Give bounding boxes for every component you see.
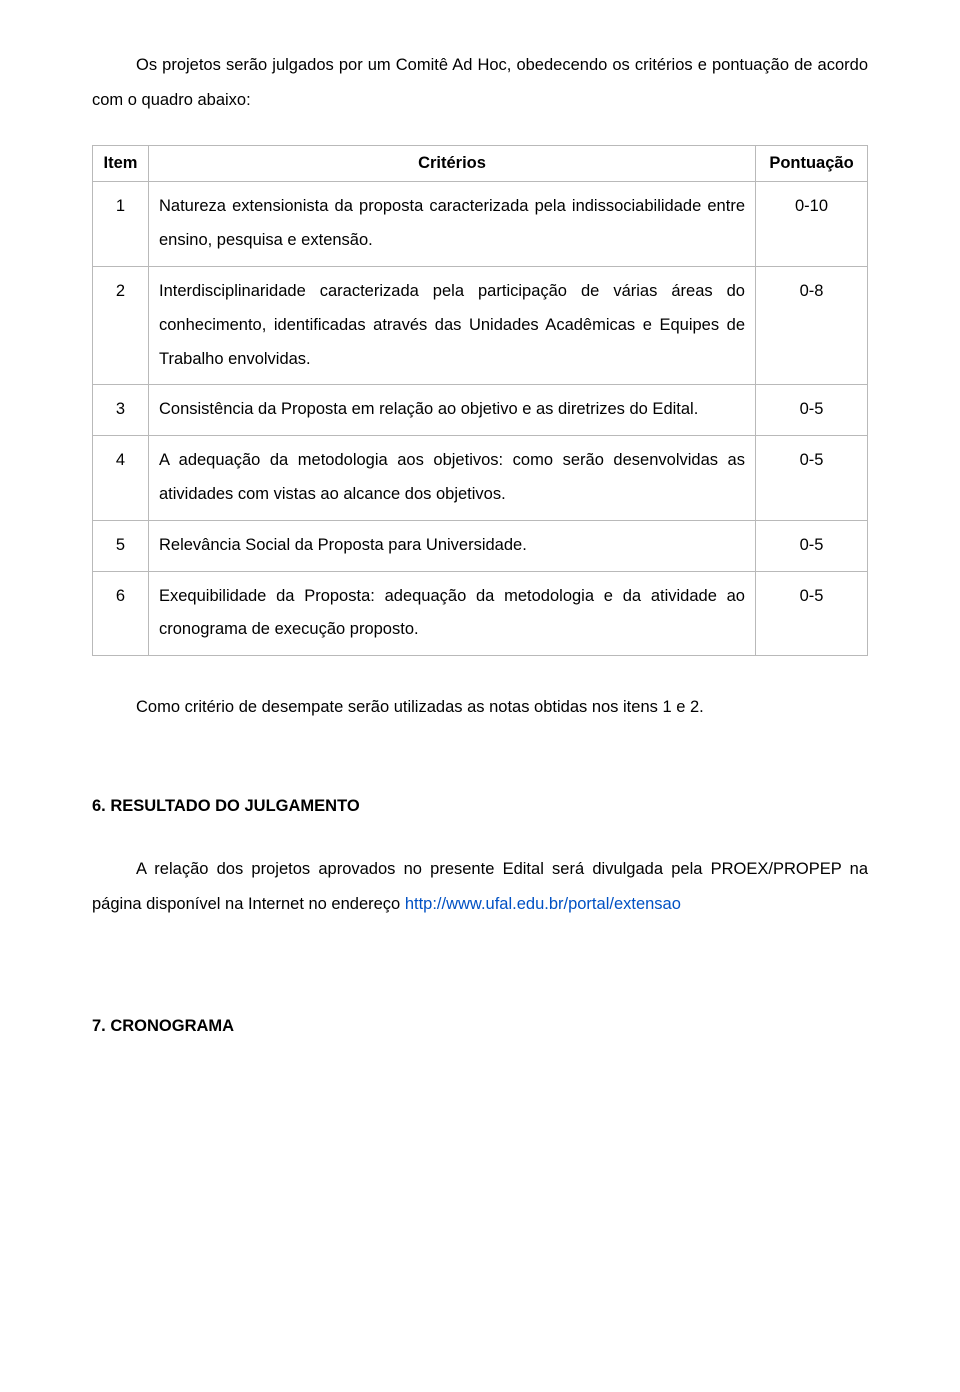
table-row: 1 Natureza extensionista da proposta car… xyxy=(93,182,868,267)
cell-pontuacao: 0-5 xyxy=(756,571,868,656)
header-item: Item xyxy=(93,146,149,182)
cell-pontuacao: 0-8 xyxy=(756,266,868,384)
table-row: 6 Exequibilidade da Proposta: adequação … xyxy=(93,571,868,656)
cell-criterio: Exequibilidade da Proposta: adequação da… xyxy=(149,571,756,656)
header-criterios: Critérios xyxy=(149,146,756,182)
cell-pontuacao: 0-5 xyxy=(756,520,868,571)
cell-criterio: Consistência da Proposta em relação ao o… xyxy=(149,385,756,436)
cell-criterio: Relevância Social da Proposta para Unive… xyxy=(149,520,756,571)
document-page: Os projetos serão julgados por um Comitê… xyxy=(0,0,960,1392)
table-row: 3 Consistência da Proposta em relação ao… xyxy=(93,385,868,436)
cell-pontuacao: 0-5 xyxy=(756,436,868,521)
cell-item: 4 xyxy=(93,436,149,521)
table-row: 4 A adequação da metodologia aos objetiv… xyxy=(93,436,868,521)
desempate-paragraph: Como critério de desempate serão utiliza… xyxy=(92,690,868,725)
section7-heading: 7. CRONOGRAMA xyxy=(92,1017,868,1036)
header-pontuacao: Pontuação xyxy=(756,146,868,182)
table-row: 2 Interdisciplinaridade caracterizada pe… xyxy=(93,266,868,384)
intro-paragraph: Os projetos serão julgados por um Comitê… xyxy=(92,48,868,117)
cell-item: 2 xyxy=(93,266,149,384)
cell-criterio: Interdisciplinaridade caracterizada pela… xyxy=(149,266,756,384)
cell-item: 6 xyxy=(93,571,149,656)
criteria-table: Item Critérios Pontuação 1 Natureza exte… xyxy=(92,145,868,656)
section6-heading: 6. RESULTADO DO JULGAMENTO xyxy=(92,797,868,816)
cell-item: 3 xyxy=(93,385,149,436)
section6-link[interactable]: http://www.ufal.edu.br/portal/extensao xyxy=(405,895,681,913)
table-row: 5 Relevância Social da Proposta para Uni… xyxy=(93,520,868,571)
section6-body: A relação dos projetos aprovados no pres… xyxy=(92,852,868,921)
cell-criterio: Natureza extensionista da proposta carac… xyxy=(149,182,756,267)
table-header-row: Item Critérios Pontuação xyxy=(93,146,868,182)
cell-item: 1 xyxy=(93,182,149,267)
cell-criterio: A adequação da metodologia aos objetivos… xyxy=(149,436,756,521)
cell-pontuacao: 0-10 xyxy=(756,182,868,267)
cell-item: 5 xyxy=(93,520,149,571)
cell-pontuacao: 0-5 xyxy=(756,385,868,436)
